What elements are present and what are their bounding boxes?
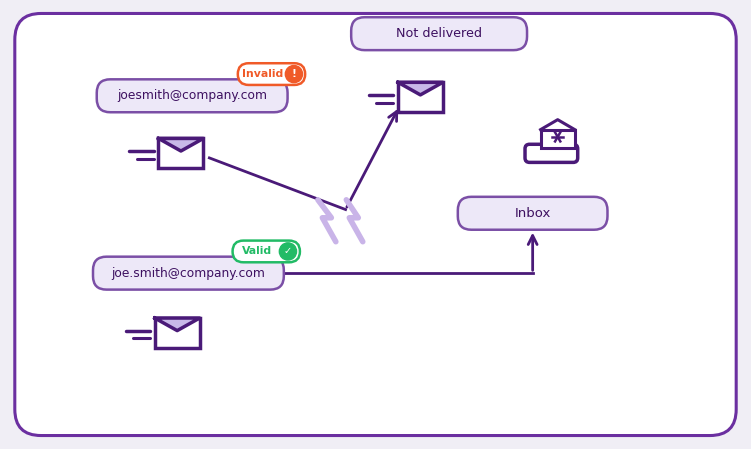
Polygon shape: [155, 318, 200, 330]
FancyBboxPatch shape: [93, 257, 284, 290]
FancyBboxPatch shape: [155, 318, 200, 348]
Polygon shape: [398, 82, 443, 95]
FancyBboxPatch shape: [97, 79, 288, 112]
FancyBboxPatch shape: [233, 241, 300, 262]
Text: joe.smith@company.com: joe.smith@company.com: [111, 267, 265, 280]
Polygon shape: [158, 138, 204, 151]
FancyBboxPatch shape: [541, 130, 575, 148]
FancyBboxPatch shape: [351, 17, 527, 50]
FancyBboxPatch shape: [458, 197, 608, 230]
FancyBboxPatch shape: [525, 144, 578, 163]
Text: Invalid: Invalid: [242, 69, 283, 79]
FancyBboxPatch shape: [15, 13, 736, 436]
Text: Not delivered: Not delivered: [396, 27, 482, 40]
Text: joesmith@company.com: joesmith@company.com: [117, 89, 267, 102]
FancyBboxPatch shape: [398, 82, 443, 112]
Text: !: !: [291, 69, 297, 79]
Circle shape: [279, 243, 297, 260]
FancyBboxPatch shape: [238, 63, 305, 85]
Text: Inbox: Inbox: [514, 207, 550, 220]
Circle shape: [285, 66, 303, 83]
Text: ✓: ✓: [284, 247, 292, 256]
FancyBboxPatch shape: [158, 138, 204, 168]
Text: Valid: Valid: [243, 247, 273, 256]
